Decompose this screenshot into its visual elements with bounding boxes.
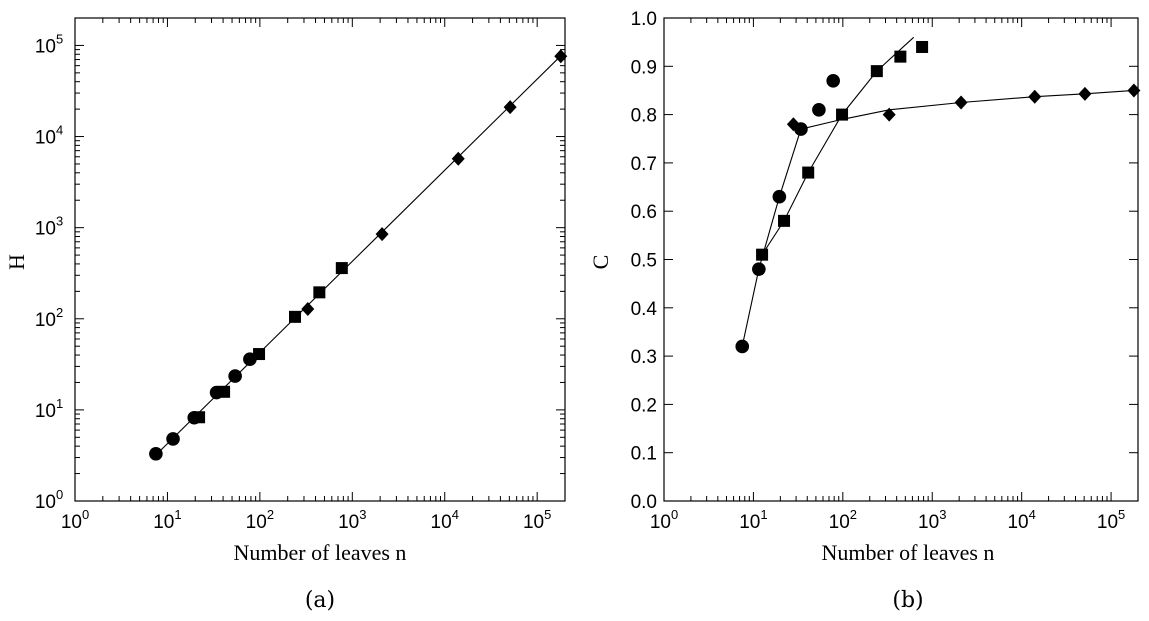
y-tick-label-a: 105 (35, 31, 63, 57)
y-tick-label-b: 0.7 (631, 154, 657, 175)
y-tick-label-a: 100 (35, 487, 63, 513)
square-point-b (756, 248, 769, 261)
panel-a: 100 101 102 103 104 105 100 101 102 103 104 105 Num… (4, 17, 568, 613)
diamond-point-b (786, 117, 800, 132)
circle-point-b (735, 339, 750, 354)
square-point-b (894, 50, 907, 63)
diamond-point-b (882, 107, 896, 122)
y-tick-label-b: 0.0 (631, 492, 657, 513)
y-tick-label-a: 103 (35, 214, 63, 240)
x-tick-label-b: 104 (1007, 507, 1035, 533)
square-point-a (253, 348, 266, 361)
x-tick-label-b: 105 (1097, 507, 1125, 533)
x-tick-label-a: 101 (153, 507, 181, 533)
diamond-point-a (451, 151, 465, 166)
circle-point-a (166, 432, 180, 446)
circle-point-b (772, 189, 787, 204)
y-tick-label-b: 0.2 (631, 395, 657, 416)
x-tick-label-a: 104 (431, 507, 459, 533)
y-tick-label-a: 102 (35, 305, 63, 331)
y-tick-label-b: 0.5 (631, 251, 657, 272)
diamond-point-b (1028, 89, 1042, 104)
diamond-point-b (1078, 86, 1092, 101)
y-tick-label-a: 101 (35, 396, 63, 422)
y-tick-label-b: 1.0 (631, 9, 657, 30)
x-tick-label-b: 102 (829, 507, 857, 533)
square-point-a (335, 262, 348, 275)
square-point-b (870, 65, 883, 78)
y-tick-label-b: 0.1 (631, 444, 657, 465)
series-line-b-2 (793, 89, 1134, 130)
square-point-a (289, 310, 302, 323)
diamond-point-a (301, 302, 315, 317)
x-axis-title-b: Number of leaves n (822, 540, 995, 565)
square-point-b (916, 40, 929, 53)
y-axis-title-b: C (588, 255, 613, 270)
y-axis-title-a: H (4, 254, 29, 270)
circle-point-a (228, 369, 242, 383)
y-tick-label-b: 0.9 (631, 57, 657, 78)
y-tick-label-b: 0.3 (631, 347, 657, 368)
x-tick-label-b: 101 (739, 507, 767, 533)
y-tick-label-b: 0.6 (631, 202, 657, 223)
x-tick-label-a: 100 (61, 507, 89, 533)
square-point-a (218, 385, 231, 398)
panel-caption-a: (a) (305, 588, 335, 613)
y-tick-label-b: 0.8 (631, 106, 657, 127)
x-tick-label-a: 105 (523, 507, 551, 533)
panel-b: 100 101 102 103 104 105 0.0 0.1 0.2 0.3 0.4 0.5 0.6 0… (588, 9, 1141, 613)
y-tick-label-a: 104 (35, 123, 63, 149)
square-point-b (836, 108, 849, 121)
circle-point-b (752, 262, 766, 276)
diamond-point-a (375, 227, 389, 242)
x-tick-label-a: 103 (338, 507, 366, 533)
circle-point-b (812, 102, 826, 117)
square-point-b (802, 166, 815, 179)
x-axis-title-a: Number of leaves n (234, 540, 407, 565)
x-tick-label-a: 102 (246, 507, 274, 533)
x-tick-label-b: 100 (650, 507, 678, 533)
y-tick-label-b: 0.4 (631, 299, 658, 320)
square-point-b (778, 214, 791, 227)
plot-frame-b (663, 17, 1139, 502)
series-line-b-0 (741, 128, 802, 347)
diamond-point-a (503, 100, 517, 115)
x-tick-label-b: 103 (918, 507, 946, 533)
circle-point-a (149, 446, 163, 461)
square-point-a (193, 411, 206, 424)
circle-point-b (826, 73, 840, 88)
square-point-a (313, 286, 326, 299)
diamond-point-a (554, 49, 568, 64)
panel-caption-b: (b) (892, 588, 923, 613)
diamond-point-b (954, 95, 968, 110)
plot-frame-a (74, 17, 566, 502)
diamond-point-b (1127, 83, 1141, 98)
